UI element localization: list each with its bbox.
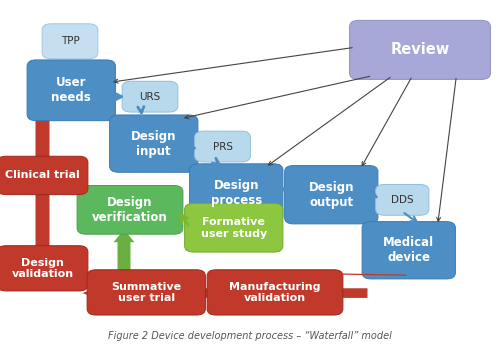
Text: Clinical trial: Clinical trial <box>5 170 80 181</box>
FancyBboxPatch shape <box>0 246 88 291</box>
FancyBboxPatch shape <box>284 165 378 224</box>
FancyBboxPatch shape <box>350 20 490 79</box>
FancyArrow shape <box>114 230 134 275</box>
FancyBboxPatch shape <box>77 185 183 234</box>
FancyBboxPatch shape <box>110 115 198 172</box>
Text: Design
input: Design input <box>131 130 176 158</box>
Text: Design
verification: Design verification <box>92 196 168 224</box>
Text: PRS: PRS <box>212 141 233 152</box>
Text: Medical
device: Medical device <box>383 236 434 264</box>
FancyBboxPatch shape <box>362 222 456 279</box>
Text: Manufacturing
validation: Manufacturing validation <box>229 282 321 303</box>
FancyBboxPatch shape <box>122 81 178 112</box>
Text: Formative
user study: Formative user study <box>200 217 267 238</box>
Text: Design
process: Design process <box>210 179 262 207</box>
FancyBboxPatch shape <box>42 24 98 59</box>
Text: Review: Review <box>390 42 450 57</box>
Text: Design
validation: Design validation <box>12 258 74 279</box>
FancyBboxPatch shape <box>376 184 429 215</box>
Text: Figure 2 Device development process – “Waterfall” model: Figure 2 Device development process – “W… <box>108 331 392 341</box>
FancyBboxPatch shape <box>87 270 206 315</box>
Text: Design
output: Design output <box>308 181 354 209</box>
Text: TPP: TPP <box>60 36 80 46</box>
FancyBboxPatch shape <box>194 131 250 162</box>
FancyArrow shape <box>31 96 54 284</box>
Text: Summative
user trial: Summative user trial <box>111 282 182 303</box>
FancyBboxPatch shape <box>207 270 343 315</box>
FancyBboxPatch shape <box>0 156 88 195</box>
FancyBboxPatch shape <box>190 164 283 222</box>
Text: User
needs: User needs <box>52 76 91 104</box>
FancyBboxPatch shape <box>184 203 283 252</box>
Text: URS: URS <box>140 92 160 102</box>
FancyBboxPatch shape <box>27 60 116 121</box>
Text: DDS: DDS <box>391 195 413 205</box>
FancyArrow shape <box>82 285 368 301</box>
